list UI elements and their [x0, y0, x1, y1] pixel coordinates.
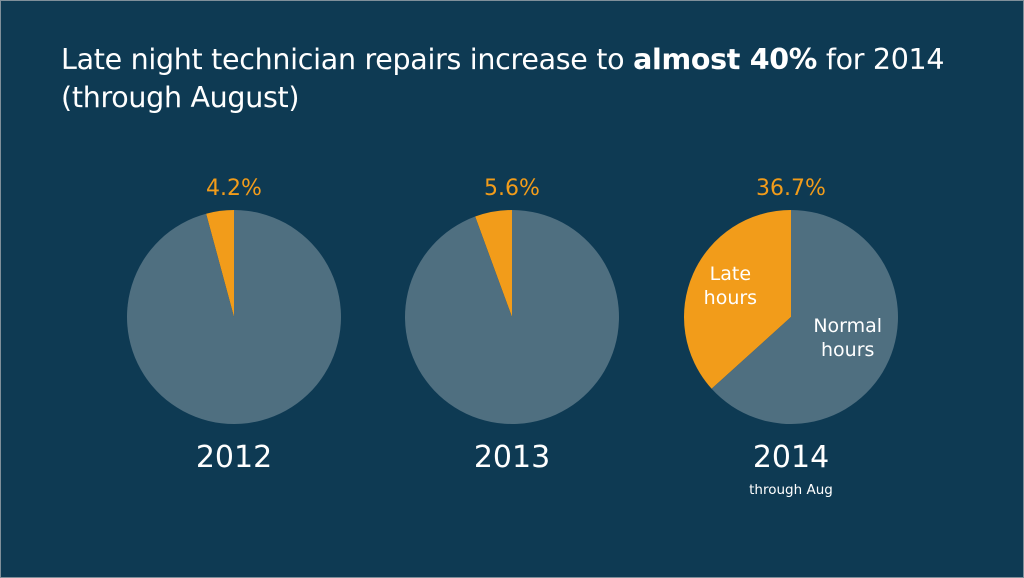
pie-chart-2012: 4.2% 2012 — [127, 176, 341, 475]
pie-slice-normal-hours — [711, 210, 898, 424]
pie-annotation-2012: 4.2% — [206, 176, 262, 201]
title-prefix: Late night technician repairs increase t… — [61, 43, 634, 76]
title-suffix: for 2014 (through August) — [61, 43, 945, 114]
chart-title: Late night technician repairs increase t… — [61, 41, 981, 117]
pie-annotation-2014: 36.7% — [756, 176, 826, 201]
pie-title-2013: 2013 — [474, 440, 550, 475]
pie-slice-late-hours — [206, 210, 234, 317]
pie-slice-normal-hours — [405, 210, 619, 424]
pie-annotation-2013: 5.6% — [484, 176, 540, 201]
title-emphasis: almost 40% — [633, 43, 818, 76]
slice-label-late-hours: Late hours — [704, 263, 757, 309]
pie-chart-2014: Late hours Normal hours 36.7% 2014 through Aug — [683, 176, 898, 498]
pie-slice-late-hours — [475, 210, 512, 317]
pie-subtitle-2014: through Aug — [749, 482, 833, 498]
pie-chart-2013: 5.6% 2013 — [405, 176, 619, 475]
pie-slice-normal-hours — [127, 210, 341, 425]
pie-title-2012: 2012 — [196, 440, 272, 475]
slice-label-normal-hours: Normal hours — [813, 315, 882, 361]
pie-slice-late-hours — [683, 209, 791, 389]
pie-title-2014: 2014 — [753, 440, 829, 475]
